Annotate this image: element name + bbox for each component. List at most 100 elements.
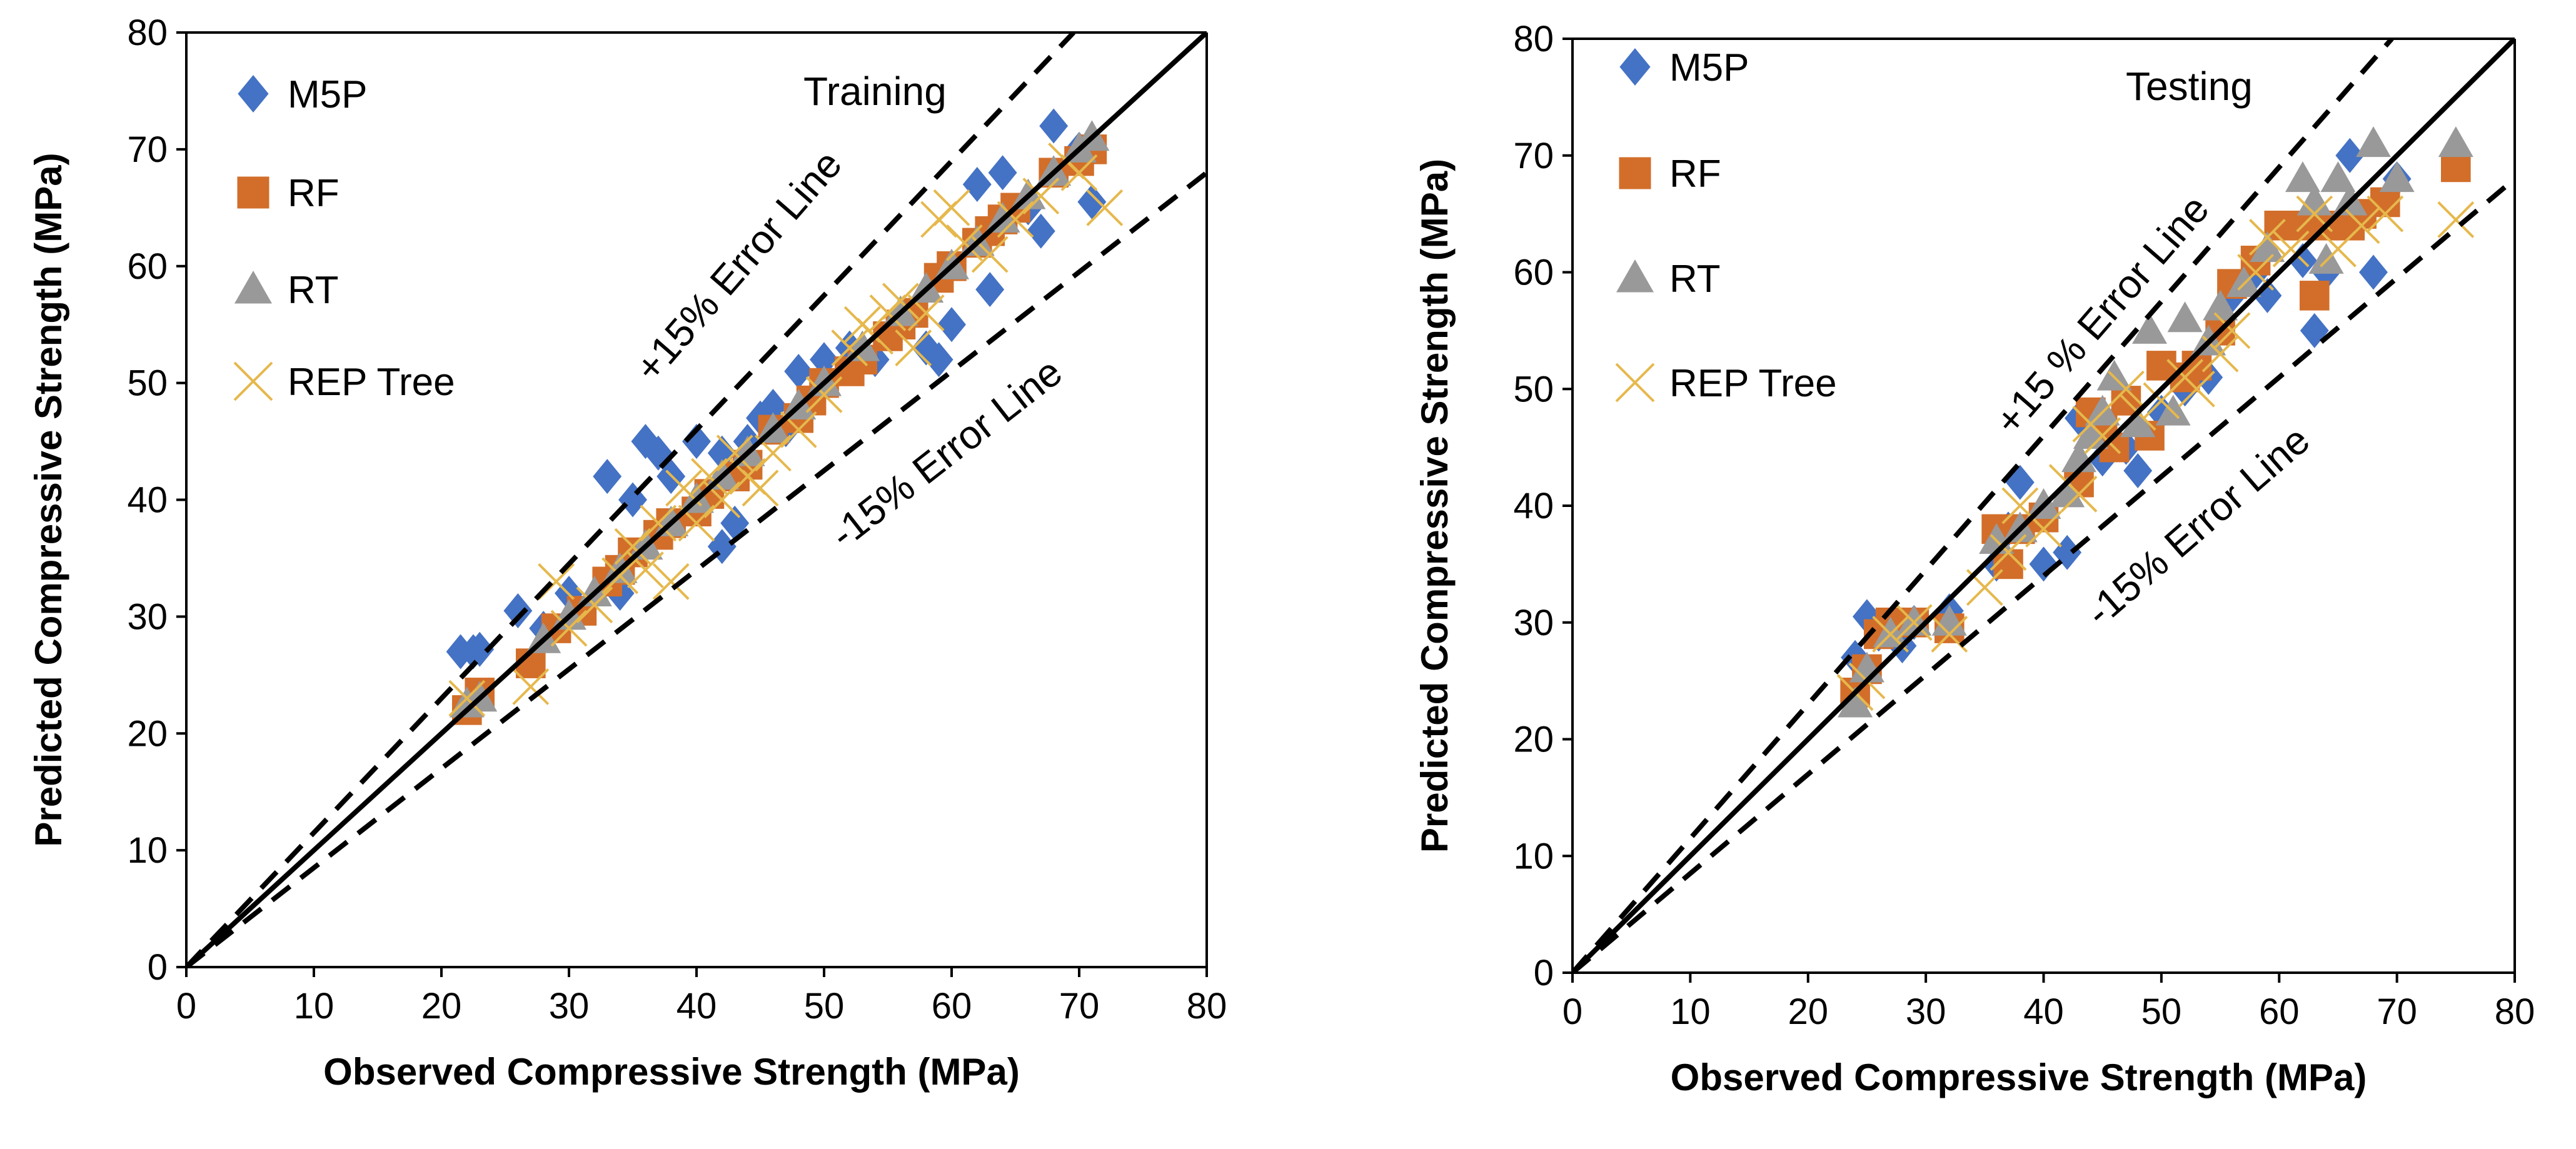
testing-rt-point-16 xyxy=(2167,301,2203,333)
training-rep-tree-point-29 xyxy=(945,224,983,261)
testing-rep-tree-point-6 xyxy=(1990,534,2027,571)
training-m5p-point-32 xyxy=(1026,213,1055,249)
training-y-tick-label: 40 xyxy=(127,480,168,521)
testing-x-tick-label: 60 xyxy=(2259,991,2300,1032)
testing-rt-point-28 xyxy=(2438,126,2473,158)
training-rep-tree-point-31 xyxy=(997,201,1034,238)
testing-legend-m5p-label: M5P xyxy=(1669,46,1749,89)
testing-m5p-point-22 xyxy=(2300,313,2329,348)
testing-rt-point-21 xyxy=(2285,161,2320,193)
testing-rep-tree-point-12 xyxy=(2084,417,2121,454)
training-y-tick-label: 10 xyxy=(127,830,168,871)
testing-y-tick-label: 30 xyxy=(1513,603,1554,643)
training-m5p-point-26 xyxy=(924,342,953,378)
training-legend-rep-tree-label: REP Tree xyxy=(288,361,455,404)
testing-y-tick-label: 40 xyxy=(1513,486,1554,526)
testing-rt-point-13 xyxy=(2120,406,2156,438)
testing-rt-point-15 xyxy=(2155,394,2191,426)
training-equality-line xyxy=(186,33,1207,967)
training-rep-tree-point-3 xyxy=(550,610,588,647)
testing-x-tick-label: 80 xyxy=(2495,991,2535,1032)
testing-rt-point-11 xyxy=(2085,394,2120,426)
training-x-tick-label: 40 xyxy=(677,986,717,1026)
training-m5p-point-25 xyxy=(912,330,941,366)
training-m5p-point-16 xyxy=(720,505,750,541)
testing-rt-point-8 xyxy=(2050,476,2085,508)
testing-rep-tree-point-27 xyxy=(2437,201,2475,238)
testing-chart-title: Testing xyxy=(2126,64,2253,109)
training-x-tick-label: 50 xyxy=(804,986,845,1026)
training-legend-rf-label: RF xyxy=(288,172,340,215)
testing-rep-tree-point-17 xyxy=(2178,370,2215,408)
training-x-tick-label: 0 xyxy=(176,986,196,1026)
training-rep-tree-point-19 xyxy=(805,376,843,413)
training-rep-tree-point-8 xyxy=(640,504,677,542)
training-m5p-point-28 xyxy=(962,166,992,202)
testing-rep-tree-point-25 xyxy=(2343,207,2380,244)
testing-y-tick-label: 60 xyxy=(1513,253,1554,293)
training-x-tick-label: 20 xyxy=(421,986,462,1026)
testing-x-axis-title: Observed Compressive Strength (MPa) xyxy=(1671,1056,2367,1098)
testing-chart: 0 10 20 30 40 50 60 70 80 0 10 20 30 40 50 60 70 80 Observ… xyxy=(1414,19,2535,1098)
training-m5p-point-30 xyxy=(988,155,1017,191)
training-m5p-point-20 xyxy=(784,353,813,389)
testing-m5p-point-25 xyxy=(2358,254,2388,290)
training-plus-error-line xyxy=(186,33,1076,967)
training-x-tick-label: 60 xyxy=(932,986,972,1026)
testing-rf-point-29 xyxy=(2441,152,2471,183)
testing-legend-rt-label: RT xyxy=(1669,258,1721,301)
training-m5p-point-27 xyxy=(937,307,966,343)
training-rep-tree-point-25 xyxy=(895,329,932,366)
testing-rep-tree-point-19 xyxy=(2213,312,2251,349)
testing-equality-line xyxy=(1572,39,2515,973)
testing-legend-rep-tree-label: REP Tree xyxy=(1669,362,1837,405)
testing-legend-rt-marker xyxy=(1616,259,1654,293)
testing-rt-point-10 xyxy=(2073,418,2108,449)
testing-legend-rf-marker xyxy=(1619,157,1651,189)
training-rep-tree-point-16 xyxy=(742,469,779,507)
training-rep-tree-point-1 xyxy=(512,668,550,705)
testing-rep-tree-point-13 xyxy=(2107,370,2145,408)
training-legend-m5p-label: M5P xyxy=(288,73,367,116)
training-rep-tree-point-14 xyxy=(716,434,753,472)
training-rep-tree-point-28 xyxy=(933,189,970,226)
training-rep-tree-point-20 xyxy=(831,329,868,366)
training-rep-tree-point-32 xyxy=(1022,178,1060,215)
testing-rt-point-2 xyxy=(1873,616,1908,648)
testing-plus-error-line xyxy=(1572,39,2394,973)
testing-rt-point-18 xyxy=(2203,289,2238,321)
training-legend: M5P RF RT REP Tree xyxy=(233,73,455,404)
testing-rep-tree-point-22 xyxy=(2272,230,2310,268)
testing-y-tick-label: 10 xyxy=(1513,836,1554,876)
testing-rt-point-20 xyxy=(2250,231,2285,263)
testing-data-points xyxy=(1836,126,2475,718)
training-rep-tree-point-0 xyxy=(448,680,486,717)
testing-x-tick-label: 50 xyxy=(2141,991,2182,1032)
training-m5p-point-3 xyxy=(503,593,533,629)
testing-legend-rf-label: RF xyxy=(1669,153,1721,196)
training-y-tick-label: 60 xyxy=(127,246,168,287)
testing-rt-point-12 xyxy=(2096,359,2132,391)
training-chart-title: Training xyxy=(803,69,947,114)
testing-y-tick-label: 70 xyxy=(1513,136,1554,176)
testing-rf-point-24 xyxy=(2299,281,2330,311)
training-x-tick-label: 30 xyxy=(549,986,590,1026)
training-reference-lines xyxy=(186,33,1207,967)
training-y-tick-label: 20 xyxy=(127,713,168,754)
training-chart-panel: 0 10 20 30 40 50 60 70 80 0 10 20 30 40 50 60 70 80 Observ… xyxy=(28,13,1227,1093)
testing-m5p-point-10 xyxy=(2053,534,2082,570)
testing-m5p-point-20 xyxy=(2253,278,2282,313)
testing-y-tick-label: 80 xyxy=(1513,19,1554,59)
testing-rep-tree-point-26 xyxy=(2367,195,2404,233)
training-m5p-point-2 xyxy=(465,631,495,667)
testing-rt-point-0 xyxy=(1838,686,1873,718)
testing-x-tick-label: 20 xyxy=(1788,991,1828,1032)
testing-x-tick-label: 0 xyxy=(1562,991,1582,1032)
training-y-tick-label: 80 xyxy=(127,13,168,53)
testing-rep-tree-point-21 xyxy=(2248,219,2286,256)
training-m5p-point-15 xyxy=(707,529,737,564)
testing-rt-point-24 xyxy=(2320,161,2356,193)
testing-rt-point-26 xyxy=(2355,126,2391,158)
training-m5p-point-35 xyxy=(1077,184,1107,219)
training-legend-rt-label: RT xyxy=(288,269,339,312)
